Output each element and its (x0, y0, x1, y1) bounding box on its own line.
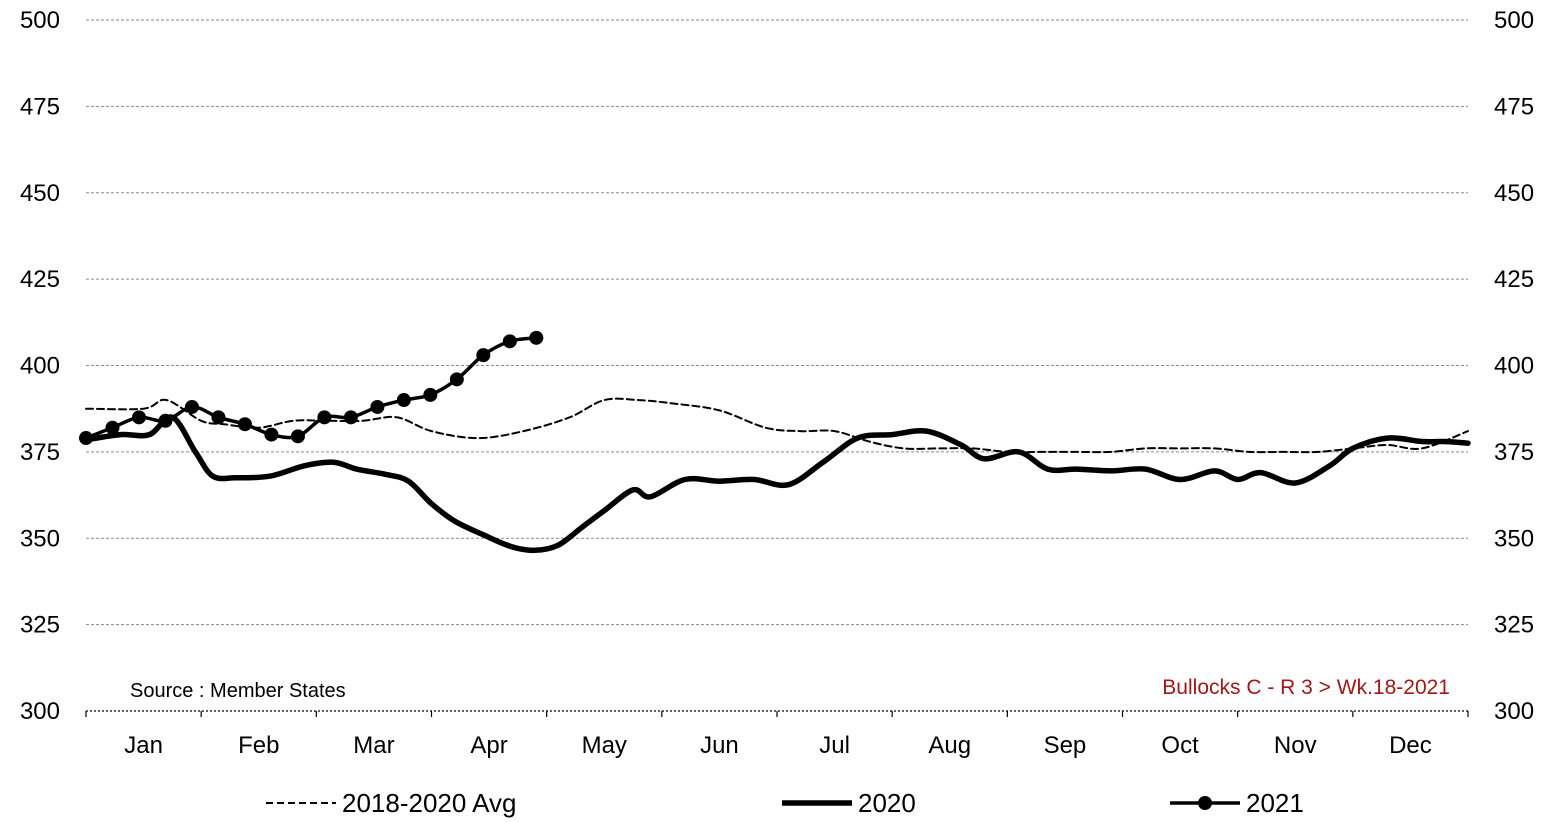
data-point-2021 (290, 429, 305, 444)
data-point-2021 (502, 334, 517, 349)
legend-label: 2021 (1246, 788, 1304, 818)
legend-marker (1198, 796, 1212, 810)
data-point-2021 (237, 417, 252, 432)
y-tick-label-right: 475 (1494, 93, 1534, 120)
series-label: Bullocks C - R 3 > Wk.18-2021 (1162, 676, 1450, 699)
x-axis: Jan Feb Mar Apr May Jun Jul Aug Sep Oct Nov Dec (85, 710, 1469, 759)
y-tick-label-left: 400 (20, 353, 60, 380)
x-tick-label: May (582, 732, 627, 759)
data-point-2021 (79, 431, 93, 446)
data-point-2021 (158, 413, 173, 428)
data-point-2021 (264, 427, 279, 442)
legend-label: 2018-2020 Avg (342, 788, 516, 818)
y-tick-label-left: 500 (20, 7, 60, 34)
legend-item-2021: 2021 (1170, 788, 1304, 818)
y-tick-label-right: 325 (1494, 612, 1534, 639)
y-tick-label-right: 375 (1494, 439, 1534, 466)
series-line-2020 (83, 414, 1471, 554)
y-tick-label-right: 300 (1494, 698, 1534, 725)
y-tick-label-right: 400 (1494, 353, 1534, 380)
legend-item-2018-2020-avg: 2018-2020 Avg (266, 788, 516, 818)
data-point-2021 (317, 410, 332, 425)
x-tick-label: Jul (819, 732, 850, 759)
data-point-2021 (105, 420, 120, 435)
x-tick-label: Dec (1389, 732, 1432, 759)
data-point-2021 (423, 387, 438, 402)
y-axis-left: 300 325 350 375 400 425 450 475 500 (20, 7, 60, 725)
data-point-2021 (131, 410, 146, 425)
x-tick-label: Apr (470, 732, 507, 759)
y-tick-label-right: 450 (1494, 180, 1534, 207)
x-tick-label: Mar (353, 732, 394, 759)
grid-lines (86, 19, 1468, 626)
data-point-2021 (449, 372, 464, 387)
y-tick-label-left: 375 (20, 439, 60, 466)
y-tick-label-left: 475 (20, 93, 60, 120)
x-tick-label: Feb (238, 732, 279, 759)
x-tick-label: Jan (124, 732, 163, 759)
legend-item-2020: 2020 (782, 788, 916, 818)
data-point-2021 (396, 393, 411, 408)
y-axis-right: 300 325 350 375 400 425 450 475 500 (1494, 7, 1534, 725)
y-tick-label-right: 500 (1494, 7, 1534, 34)
x-tick-label: Aug (928, 732, 971, 759)
x-tick-label: Jun (700, 732, 739, 759)
y-tick-label-left: 350 (20, 525, 60, 552)
legend: 2018-2020 Avg 2020 2021 (266, 788, 1304, 818)
y-tick-label-right: 350 (1494, 525, 1534, 552)
series-line-2018-2020-avg (85, 397, 1469, 454)
y-tick-label-left: 450 (20, 180, 60, 207)
y-tick-label-right: 425 (1494, 266, 1534, 293)
y-tick-label-left: 425 (20, 266, 60, 293)
x-tick-label: Sep (1044, 732, 1087, 759)
data-point-2021 (184, 399, 199, 414)
x-tick-label: Nov (1274, 732, 1317, 759)
y-tick-label-left: 325 (20, 612, 60, 639)
legend-label: 2020 (858, 788, 916, 818)
source-note: Source : Member States (130, 680, 346, 702)
data-point-2021 (211, 410, 226, 425)
data-point-2021 (476, 348, 491, 363)
y-tick-label-left: 300 (20, 698, 60, 725)
data-point-2021 (343, 410, 358, 425)
series-layer (79, 330, 1471, 554)
series-line-2021 (84, 336, 539, 440)
x-tick-label: Oct (1161, 732, 1199, 759)
data-point-2021 (529, 330, 544, 345)
data-point-2021 (370, 399, 385, 414)
